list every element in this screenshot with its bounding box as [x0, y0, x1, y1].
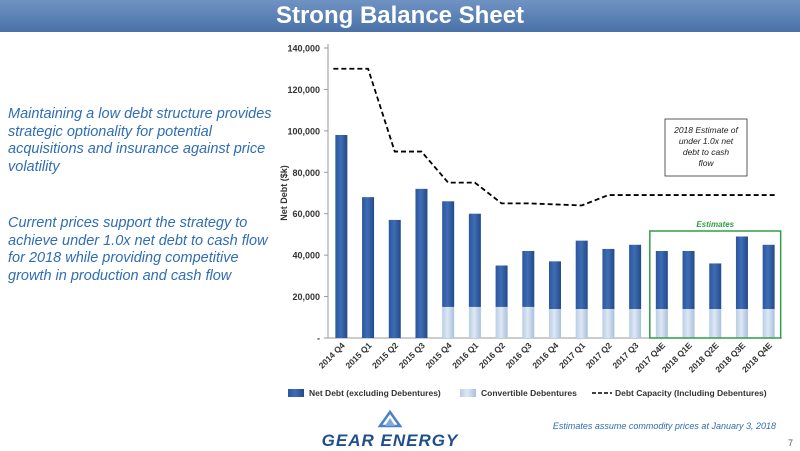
- x-tick-label: 2015 Q4: [423, 340, 453, 370]
- debentures-bar: [522, 306, 535, 338]
- net-debt-bar: [495, 265, 508, 307]
- net-debt-bar: [415, 188, 428, 338]
- x-tick-label: 2015 Q1: [343, 340, 373, 370]
- y-axis-title: Net Debt ($k): [279, 165, 289, 221]
- annotation-text: flow: [698, 158, 714, 168]
- annotation-box: [664, 118, 748, 177]
- x-tick-label: 2015 Q2: [370, 340, 400, 370]
- legend-swatch-net-debt: [288, 389, 304, 397]
- slide-title: Strong Balance Sheet: [275, 2, 525, 29]
- debentures-bar: [602, 309, 615, 338]
- x-tick-label: 2016 Q3: [504, 340, 534, 370]
- net-debt-bar: [762, 244, 775, 309]
- legend-label-net-debt: Net Debt (excluding Debentures): [309, 388, 441, 398]
- y-tick-label: 120,000: [287, 85, 320, 95]
- x-tick-label: 2016 Q1: [450, 340, 480, 370]
- x-tick-label: 2016 Q4: [530, 340, 560, 370]
- debentures-bar: [709, 309, 722, 338]
- net-debt-bar: [682, 251, 695, 309]
- y-tick-label: 80,000: [292, 168, 320, 178]
- annotation-text: 2018 Estimate of: [673, 125, 739, 135]
- y-tick-label: 40,000: [292, 251, 320, 261]
- net-debt-bar: [362, 197, 375, 338]
- x-tick-label: 2014 Q4: [317, 340, 347, 370]
- estimates-label: Estimates: [696, 220, 734, 229]
- net-debt-bar: [735, 236, 748, 309]
- net-debt-chart: - 20,000 40,000 60,000 80,000 100,000 120,000 1…: [279, 44, 782, 398]
- annotation-text: debt to cash: [683, 147, 730, 157]
- debentures-bar: [682, 309, 695, 338]
- debentures-bar: [549, 309, 561, 338]
- x-tick-label: 2016 Q2: [477, 340, 507, 370]
- estimates-box: [649, 230, 782, 339]
- legend-label-debt-capacity: Debt Capacity (Including Debentures): [615, 388, 767, 398]
- debentures-bar: [442, 306, 455, 338]
- legend-swatch-debentures: [460, 389, 476, 397]
- slide-number: 7: [788, 438, 794, 448]
- x-tick-label: 2017 Q1: [557, 340, 587, 370]
- y-tick-label: 100,000: [287, 126, 320, 136]
- bullet-text-1: Maintaining a low debt structure provide…: [8, 106, 272, 175]
- bullet-text-2: Current prices support the strategy to a…: [8, 215, 268, 284]
- net-debt-bar: [522, 251, 535, 307]
- net-debt-bar: [468, 213, 481, 307]
- debentures-bar: [629, 309, 642, 338]
- footnote: Estimates assume commodity prices at Jan…: [552, 421, 776, 431]
- y-tick-label: -: [317, 334, 320, 344]
- net-debt-bar: [602, 248, 615, 309]
- net-debt-bar: [442, 201, 455, 307]
- net-debt-bar: [549, 261, 561, 309]
- y-tick-label: 60,000: [292, 209, 320, 219]
- company-logo: GEAR ENERGY: [310, 410, 470, 450]
- debentures-bar: [575, 309, 588, 338]
- net-debt-bar: [655, 251, 668, 309]
- debentures-bar: [495, 306, 508, 338]
- x-tick-label: 2017 Q2: [584, 340, 614, 370]
- debt-capacity-line: [333, 67, 777, 207]
- gear-logo-icon: [377, 410, 403, 428]
- title-bar: [0, 0, 800, 32]
- x-tick-label: 2015 Q3: [397, 340, 427, 370]
- net-debt-bar: [575, 240, 588, 309]
- y-tick-label: 20,000: [292, 292, 320, 302]
- logo-text: GEAR ENERGY: [321, 431, 459, 450]
- debentures-bar: [468, 306, 481, 338]
- debentures-bar: [735, 309, 748, 338]
- annotation-text: under 1.0x net: [679, 136, 734, 146]
- debentures-bar: [655, 309, 668, 338]
- y-tick-label: 140,000: [287, 44, 320, 54]
- net-debt-bar: [629, 244, 642, 309]
- legend-label-debentures: Convertible Debentures: [481, 388, 577, 398]
- net-debt-bar: [388, 219, 401, 338]
- debentures-bar: [762, 309, 775, 338]
- net-debt-bar: [709, 263, 722, 309]
- net-debt-bar: [335, 135, 348, 338]
